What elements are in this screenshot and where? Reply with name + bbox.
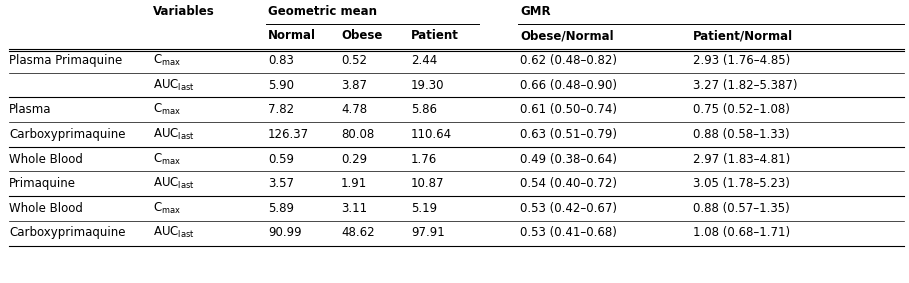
Text: 1.76: 1.76	[411, 153, 437, 166]
Text: 7.82: 7.82	[268, 103, 295, 116]
Text: 1.91: 1.91	[341, 177, 367, 190]
Text: 0.59: 0.59	[268, 153, 295, 166]
Text: Whole Blood: Whole Blood	[9, 202, 83, 215]
Text: Primaquine: Primaquine	[9, 177, 76, 190]
Text: Whole Blood: Whole Blood	[9, 153, 83, 166]
Text: 2.93 (1.76–4.85): 2.93 (1.76–4.85)	[693, 54, 790, 67]
Text: 0.88 (0.58–1.33): 0.88 (0.58–1.33)	[693, 128, 789, 141]
Text: C$_{\mathregular{max}}$: C$_{\mathregular{max}}$	[153, 151, 181, 167]
Text: 0.83: 0.83	[268, 54, 294, 67]
Text: Obese/Normal: Obese/Normal	[520, 29, 614, 42]
Text: 10.87: 10.87	[411, 177, 445, 190]
Text: 0.88 (0.57–1.35): 0.88 (0.57–1.35)	[693, 202, 789, 215]
Text: 97.91: 97.91	[411, 226, 445, 239]
Text: Patient: Patient	[411, 29, 459, 42]
Text: 5.89: 5.89	[268, 202, 295, 215]
Text: 0.63 (0.51–0.79): 0.63 (0.51–0.79)	[520, 128, 617, 141]
Text: 4.78: 4.78	[341, 103, 367, 116]
Text: 0.29: 0.29	[341, 153, 367, 166]
Text: 0.54 (0.40–0.72): 0.54 (0.40–0.72)	[520, 177, 617, 190]
Text: 3.27 (1.82–5.387): 3.27 (1.82–5.387)	[693, 79, 797, 92]
Text: C$_{\mathregular{max}}$: C$_{\mathregular{max}}$	[153, 53, 181, 68]
Text: C$_{\mathregular{max}}$: C$_{\mathregular{max}}$	[153, 102, 181, 117]
Text: 90.99: 90.99	[268, 226, 302, 239]
Text: 3.11: 3.11	[341, 202, 367, 215]
Text: 110.64: 110.64	[411, 128, 452, 141]
Text: AUC$_{\mathregular{last}}$: AUC$_{\mathregular{last}}$	[153, 127, 195, 142]
Text: 5.90: 5.90	[268, 79, 295, 92]
Text: Geometric mean: Geometric mean	[268, 5, 377, 18]
Text: 48.62: 48.62	[341, 226, 375, 239]
Text: 2.97 (1.83–4.81): 2.97 (1.83–4.81)	[693, 153, 790, 166]
Text: Plasma Primaquine: Plasma Primaquine	[9, 54, 123, 67]
Text: AUC$_{\mathregular{last}}$: AUC$_{\mathregular{last}}$	[153, 225, 195, 241]
Text: 3.57: 3.57	[268, 177, 295, 190]
Text: C$_{\mathregular{max}}$: C$_{\mathregular{max}}$	[153, 201, 181, 216]
Text: 0.49 (0.38–0.64): 0.49 (0.38–0.64)	[520, 153, 617, 166]
Text: 0.75 (0.52–1.08): 0.75 (0.52–1.08)	[693, 103, 790, 116]
Text: AUC$_{\mathregular{last}}$: AUC$_{\mathregular{last}}$	[153, 176, 195, 191]
Text: 3.87: 3.87	[341, 79, 367, 92]
Text: 0.62 (0.48–0.82): 0.62 (0.48–0.82)	[520, 54, 617, 67]
Text: 0.53 (0.42–0.67): 0.53 (0.42–0.67)	[520, 202, 617, 215]
Text: Carboxyprimaquine: Carboxyprimaquine	[9, 128, 125, 141]
Text: Obese: Obese	[341, 29, 383, 42]
Text: 3.05 (1.78–5.23): 3.05 (1.78–5.23)	[693, 177, 790, 190]
Text: Normal: Normal	[268, 29, 316, 42]
Text: AUC$_{\mathregular{last}}$: AUC$_{\mathregular{last}}$	[153, 78, 195, 93]
Text: Variables: Variables	[153, 5, 215, 18]
Text: Plasma: Plasma	[9, 103, 52, 116]
Text: Patient/Normal: Patient/Normal	[693, 29, 793, 42]
Text: 126.37: 126.37	[268, 128, 309, 141]
Text: GMR: GMR	[520, 5, 551, 18]
Text: 5.19: 5.19	[411, 202, 437, 215]
Text: 0.53 (0.41–0.68): 0.53 (0.41–0.68)	[520, 226, 617, 239]
Text: 1.08 (0.68–1.71): 1.08 (0.68–1.71)	[693, 226, 790, 239]
Text: Carboxyprimaquine: Carboxyprimaquine	[9, 226, 125, 239]
Text: 0.66 (0.48–0.90): 0.66 (0.48–0.90)	[520, 79, 617, 92]
Text: 5.86: 5.86	[411, 103, 437, 116]
Text: 0.61 (0.50–0.74): 0.61 (0.50–0.74)	[520, 103, 617, 116]
Text: 0.52: 0.52	[341, 54, 367, 67]
Text: 19.30: 19.30	[411, 79, 445, 92]
Text: 2.44: 2.44	[411, 54, 437, 67]
Text: 80.08: 80.08	[341, 128, 375, 141]
